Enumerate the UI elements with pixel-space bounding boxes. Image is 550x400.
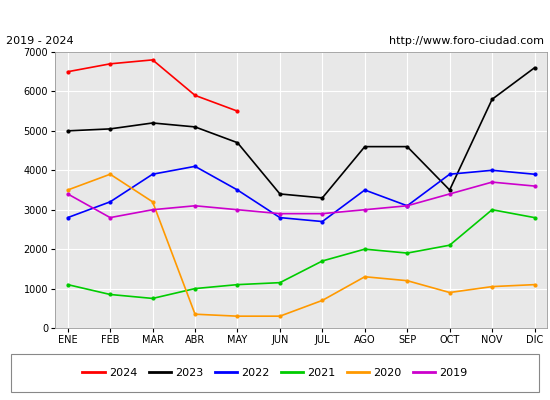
- Text: http://www.foro-ciudad.com: http://www.foro-ciudad.com: [389, 36, 544, 46]
- Text: Evolucion Nº Turistas Extranjeros en el municipio de Los Realejos: Evolucion Nº Turistas Extranjeros en el …: [50, 8, 501, 22]
- Legend: 2024, 2023, 2022, 2021, 2020, 2019: 2024, 2023, 2022, 2021, 2020, 2019: [78, 364, 472, 382]
- Text: 2019 - 2024: 2019 - 2024: [6, 36, 73, 46]
